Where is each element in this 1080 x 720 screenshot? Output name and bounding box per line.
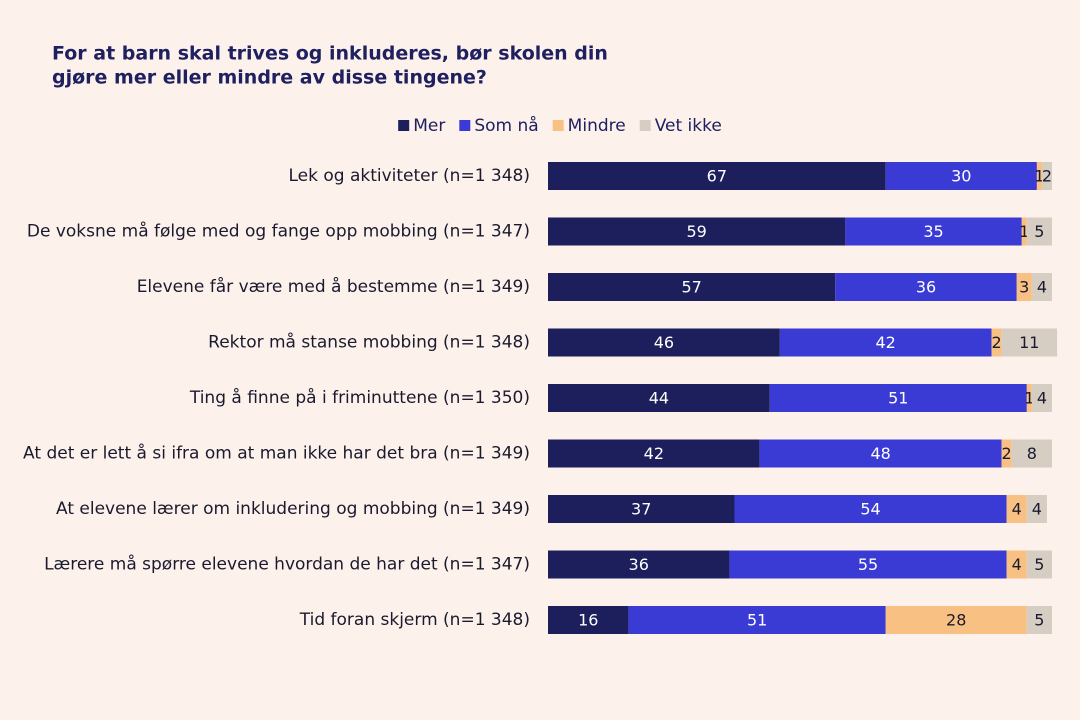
bar-segment (1026, 550, 1052, 579)
bar-segment (1001, 328, 1058, 357)
bar-segment (548, 328, 780, 357)
data-label: 1 (1019, 222, 1029, 241)
data-label: 16 (578, 611, 598, 630)
bar-segment (1036, 162, 1042, 190)
data-label: 51 (888, 389, 908, 408)
bar-segment (1031, 384, 1052, 412)
data-label: 4 (1032, 500, 1042, 519)
data-label: 1 (1024, 389, 1034, 408)
bar-segment (759, 439, 1002, 468)
data-label: 4 (1012, 555, 1022, 574)
bar-segment (885, 162, 1037, 190)
chart-title: gjøre mer eller mindre av disse tingene? (52, 67, 487, 89)
legend-label: Mer (413, 116, 445, 136)
bar-segment (729, 550, 1007, 579)
bar-segment (1026, 217, 1052, 246)
bar-segment (548, 217, 846, 246)
bar-segment (1001, 439, 1012, 468)
bar-segment (769, 384, 1027, 412)
legend-swatch (639, 120, 651, 131)
data-label: 28 (946, 611, 966, 630)
bar-segment (1031, 273, 1052, 301)
category-label: Elevene får være med å bestemme (n=1 349… (137, 276, 530, 297)
data-label: 5 (1034, 222, 1044, 241)
bar-segment (548, 273, 836, 301)
legend-swatch (398, 120, 410, 131)
legend-swatch (459, 120, 471, 131)
data-label: 57 (681, 278, 701, 297)
data-label: 3 (1019, 278, 1029, 297)
bar-segment (1041, 162, 1052, 190)
data-label: 59 (687, 222, 707, 241)
bar-segment (1021, 217, 1027, 246)
data-label: 55 (858, 555, 878, 574)
category-label: At det er lett å si ifra om at man ikke … (23, 443, 530, 464)
bar-segment (991, 328, 1002, 357)
bar-segment (885, 606, 1027, 634)
legend-swatch (552, 120, 564, 131)
bar-segment (779, 328, 992, 357)
bar-segment (548, 384, 770, 412)
data-label: 2 (1042, 167, 1052, 186)
data-label: 36 (916, 278, 936, 297)
data-label: 4 (1037, 278, 1047, 297)
data-label: 8 (1027, 444, 1037, 463)
bar-segment (1026, 495, 1047, 523)
category-label: Lærere må spørre elevene hvordan de har … (44, 554, 530, 575)
data-label: 4 (1012, 500, 1022, 519)
bar-segment (548, 606, 629, 634)
data-label: 67 (707, 167, 727, 186)
chart-title: For at barn skal trives og inkluderes, b… (52, 43, 608, 65)
data-label: 4 (1037, 389, 1047, 408)
data-label: 46 (654, 333, 674, 352)
bar-segment (845, 217, 1022, 246)
data-label: 1 (1034, 167, 1044, 186)
bar-segment (1011, 439, 1052, 468)
data-label: 36 (629, 555, 649, 574)
bar-segment (1026, 606, 1052, 634)
data-label: 30 (951, 167, 971, 186)
category-label: De voksne må følge med og fange opp mobb… (27, 221, 530, 242)
category-label: At elevene lærer om inkludering og mobbi… (56, 499, 530, 519)
data-label: 2 (991, 333, 1001, 352)
data-label: 37 (631, 500, 651, 519)
data-label: 44 (649, 389, 669, 408)
data-label: 35 (923, 222, 943, 241)
bar-segment (1016, 273, 1032, 301)
bar-segment (548, 162, 886, 190)
data-label: 54 (860, 500, 880, 519)
category-label: Tid foran skjerm (n=1 348) (299, 610, 530, 630)
category-label: Rektor må stanse mobbing (n=1 348) (208, 332, 530, 353)
legend-label: Mindre (568, 116, 626, 136)
bar-segment (1026, 384, 1032, 412)
data-label: 5 (1034, 555, 1044, 574)
bar-segment (835, 273, 1017, 301)
bar-segment (1006, 495, 1027, 523)
data-label: 11 (1019, 333, 1039, 352)
data-label: 5 (1034, 611, 1044, 630)
data-label: 48 (870, 444, 890, 463)
data-label: 2 (1002, 444, 1012, 463)
category-label: Ting å finne på i friminuttene (n=1 350) (189, 387, 530, 408)
bar-segment (1006, 550, 1027, 579)
bar-segment (548, 439, 760, 468)
data-label: 42 (644, 444, 664, 463)
data-label: 42 (876, 333, 896, 352)
legend-label: Som nå (474, 115, 538, 136)
category-label: Lek og aktiviteter (n=1 348) (288, 166, 530, 186)
bar-segment (734, 495, 1007, 523)
bar-segment (548, 495, 735, 523)
data-label: 51 (747, 611, 767, 630)
bar-segment (548, 550, 730, 579)
bar-segment (628, 606, 886, 634)
legend-label: Vet ikke (655, 116, 722, 136)
